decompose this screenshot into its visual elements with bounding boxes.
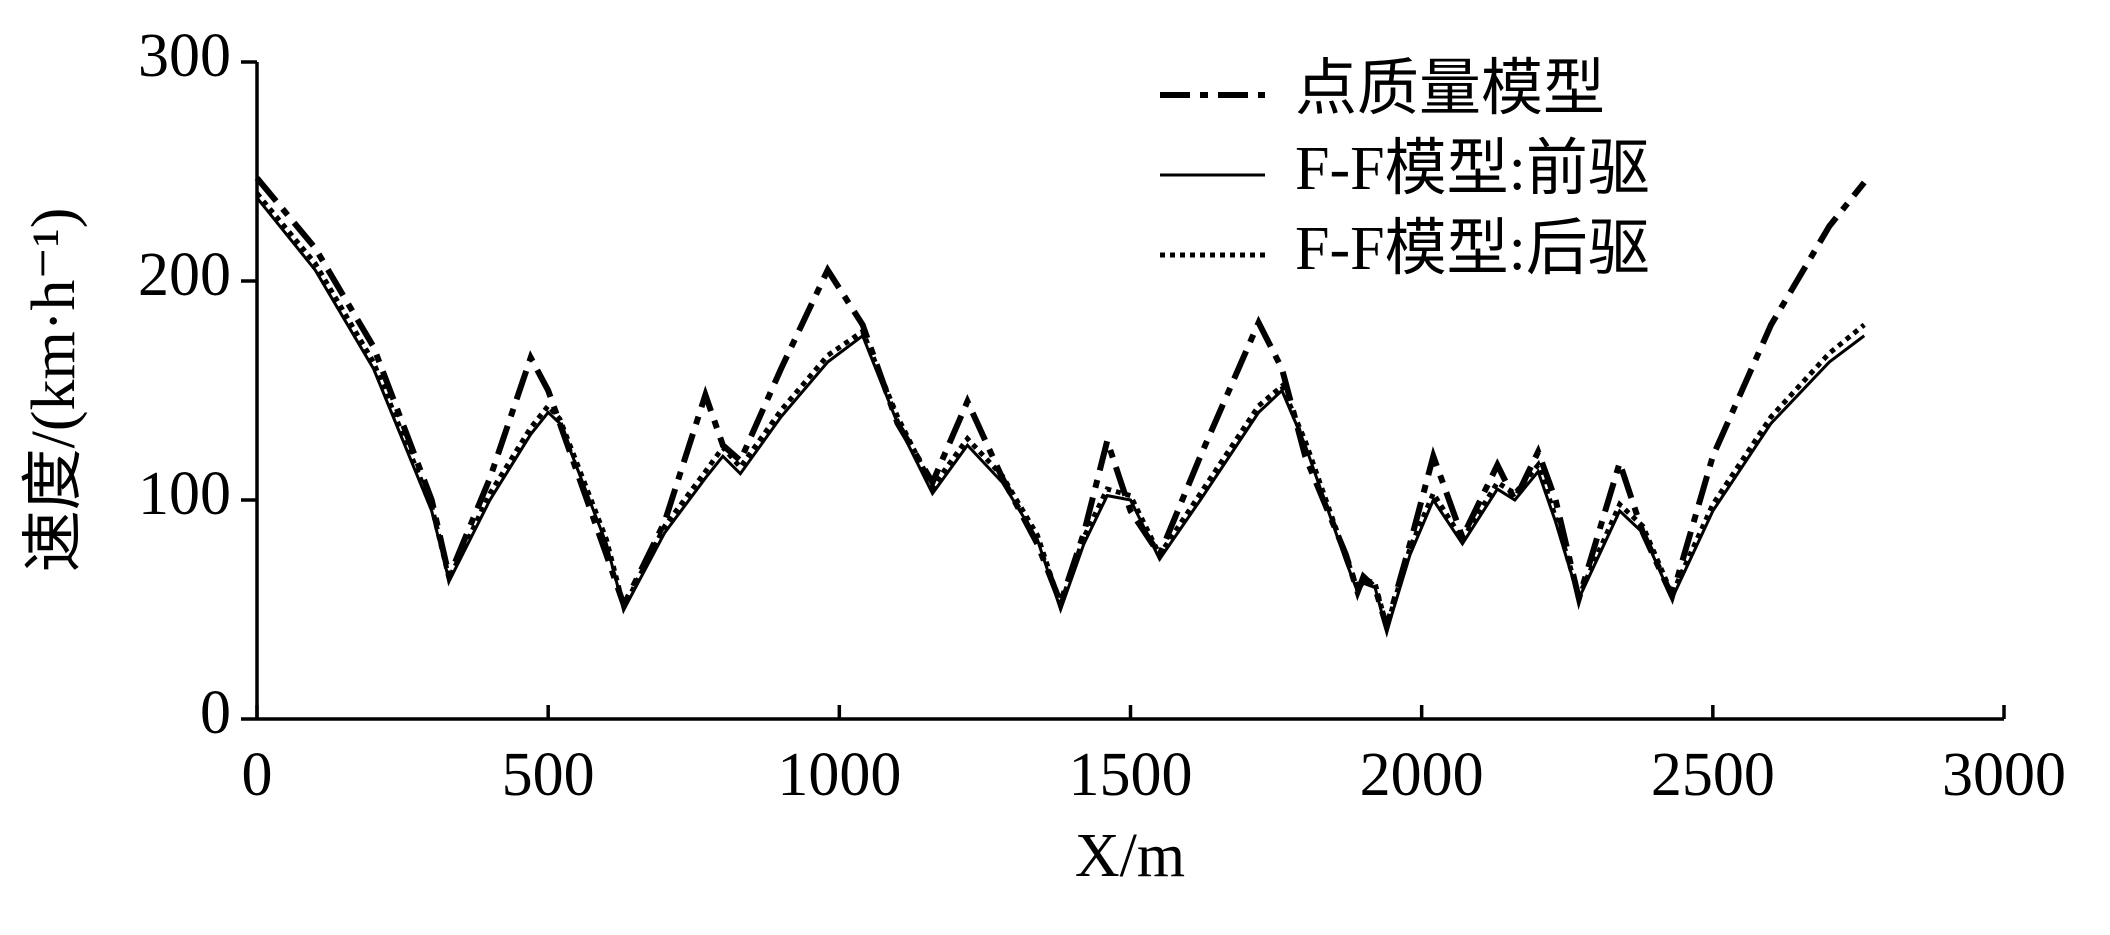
series-line	[255, 191, 1866, 637]
y-tick-label: 100	[138, 460, 231, 528]
y-tick-label: 200	[138, 241, 231, 309]
x-tick-label: 1500	[1069, 741, 1193, 809]
x-tick-label: 3000	[1942, 741, 2066, 809]
x-tick-label: 2000	[1360, 741, 1484, 809]
legend-label: F-F模型:后驱	[1295, 215, 1650, 283]
series-line	[254, 176, 1867, 638]
y-tick-label: 300	[138, 22, 231, 90]
x-tick-label: 500	[502, 741, 595, 809]
y-tick-label: 0	[200, 679, 231, 747]
x-axis-label: X/m	[1075, 822, 1185, 890]
y-axis-label: 速度/(km·h⁻¹)	[20, 208, 88, 573]
x-tick-label: 1000	[777, 741, 901, 809]
x-tick-label: 2500	[1651, 741, 1775, 809]
x-tick-label: 0	[242, 741, 273, 809]
legend-label: 点质量模型	[1295, 55, 1605, 123]
legend-label: F-F模型:前驱	[1295, 135, 1650, 203]
